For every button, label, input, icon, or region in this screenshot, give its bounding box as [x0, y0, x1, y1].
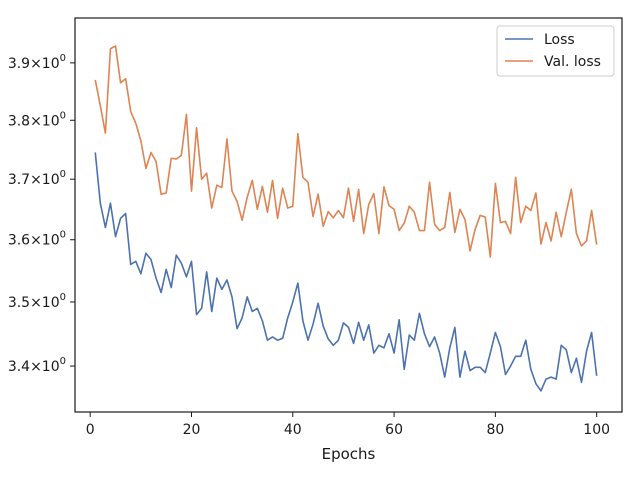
y-tick-label: 3.5×100 — [8, 292, 66, 311]
x-axis: 0 20 40 60 80 100 — [86, 412, 610, 438]
y-tick-label: 3.8×100 — [8, 110, 66, 129]
y-tick-label: 3.7×100 — [8, 169, 66, 188]
plot-frame — [74, 17, 623, 413]
x-tick-label: 40 — [284, 422, 302, 438]
y-tick-label: 3.4×100 — [8, 356, 66, 375]
x-tick-label: 0 — [86, 422, 95, 438]
x-tick-label: 100 — [583, 422, 610, 438]
y-tick-label: 3.9×100 — [8, 53, 66, 72]
legend: Loss Val. loss — [496, 25, 615, 77]
y-axis: 3.4×100 3.5×100 3.6×100 3.7×100 3.8×100 3.9×1… — [8, 53, 75, 375]
series-line-loss — [94, 152, 598, 392]
legend-entry-label: Loss — [544, 32, 575, 48]
series-line-val-loss — [94, 45, 598, 258]
x-tick-label: 20 — [183, 422, 201, 438]
x-tick-label: 60 — [385, 422, 403, 438]
x-tick-label: 80 — [486, 422, 504, 438]
y-tick-label: 3.6×100 — [8, 230, 66, 249]
plot-content — [94, 45, 598, 392]
legend-entry-label: Val. loss — [544, 54, 601, 70]
x-axis-label: Epochs — [322, 445, 376, 463]
